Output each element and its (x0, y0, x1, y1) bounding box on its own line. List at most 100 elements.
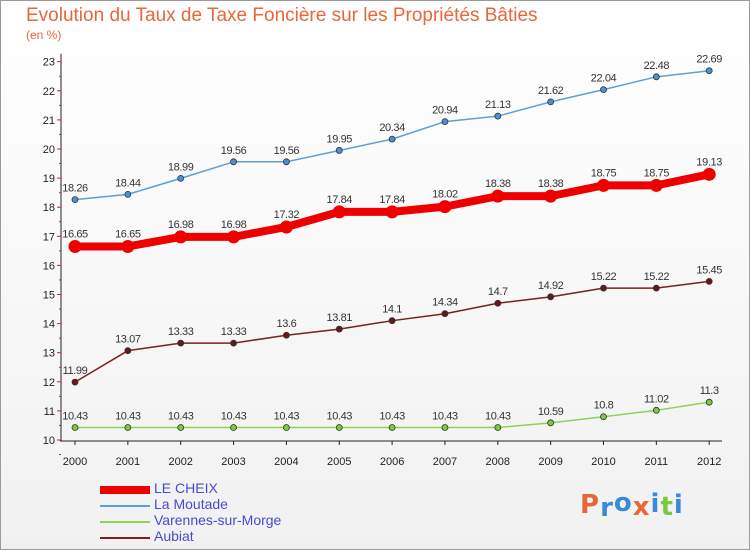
data-point (279, 220, 293, 234)
logo-letter: x (632, 492, 651, 522)
data-label: 10.43 (326, 410, 352, 422)
logo-letter: i (673, 490, 684, 520)
data-label: 10.43 (168, 410, 194, 422)
data-point (335, 147, 343, 154)
y-tick-label: 11 (44, 406, 55, 418)
data-label: 11.99 (63, 365, 88, 377)
data-point (230, 339, 237, 347)
data-label: 17.32 (274, 209, 300, 221)
data-point (385, 205, 399, 219)
data-label: 18.75 (591, 167, 617, 179)
data-point (174, 230, 188, 244)
data-label: 22.48 (644, 60, 670, 72)
data-point (230, 158, 237, 166)
data-label: 16.98 (168, 219, 194, 231)
data-label: 19.56 (221, 145, 247, 157)
data-point (702, 167, 716, 181)
x-tick-label: 2012 (697, 456, 721, 468)
data-label: 22.69 (696, 54, 722, 66)
logo-letter: P (580, 490, 601, 520)
legend-label: La Moutade (154, 496, 228, 512)
x-tick-label: 2010 (591, 456, 615, 468)
data-label: 10.43 (485, 410, 511, 422)
x-tick-label: 2004 (274, 456, 298, 468)
x-tick-label: 2008 (486, 456, 510, 468)
chart-unit-label: (en %) (26, 28, 62, 42)
data-point (388, 424, 396, 431)
data-point (335, 424, 343, 431)
data-label: 18.26 (62, 183, 88, 195)
data-label: 15.45 (696, 264, 722, 276)
data-label: 17.84 (379, 194, 405, 206)
data-point (705, 67, 713, 75)
data-point (124, 190, 132, 198)
y-tick-label: 17 (43, 231, 55, 243)
x-tick-label: 2001 (116, 456, 140, 468)
data-label: 14.1 (382, 304, 402, 316)
x-tick-label: 2002 (168, 456, 192, 468)
logo-letter: r (600, 493, 614, 523)
y-tick-label: 18 (43, 202, 55, 214)
x-tick-label: 2011 (645, 456, 669, 468)
data-label: 13.33 (168, 326, 194, 338)
x-tick-label: 2000 (63, 456, 87, 468)
data-label: 18.38 (538, 178, 564, 190)
chart-title: Evolution du Taux de Taxe Foncière sur l… (26, 5, 538, 26)
data-label: 13.33 (221, 326, 247, 338)
data-point (121, 239, 135, 253)
data-label: 18.75 (644, 167, 670, 179)
legend-swatch (100, 537, 150, 539)
data-label: 18.44 (115, 177, 141, 189)
data-label: 19.56 (274, 145, 300, 157)
data-label: 10.43 (379, 410, 405, 422)
data-label: 16.65 (115, 228, 141, 240)
data-label: 10.43 (432, 410, 458, 422)
series-line (74, 69, 710, 201)
data-point (652, 284, 660, 292)
logo-letter: t (660, 492, 674, 522)
data-point (441, 118, 449, 126)
data-label: 14.34 (432, 297, 458, 309)
data-point (600, 284, 607, 292)
data-point (600, 413, 607, 421)
y-tick-label: 14 (43, 319, 55, 331)
data-point (547, 98, 555, 106)
data-point (494, 299, 502, 307)
logo-letter: o (613, 488, 633, 518)
y-tick-label: 21 (43, 115, 55, 127)
y-tick-label: 13 (43, 348, 55, 360)
data-point (652, 406, 660, 414)
y-tick-label: 20 (43, 144, 55, 156)
data-point (335, 325, 343, 333)
data-point (705, 278, 713, 285)
data-label: 17.84 (326, 194, 352, 206)
data-label: 21.62 (538, 85, 564, 97)
data-label: 10.43 (221, 410, 247, 422)
data-point (438, 200, 452, 214)
y-tick-label: 12 (43, 377, 55, 389)
data-point (491, 189, 505, 203)
legend-swatch (100, 505, 150, 507)
data-point (441, 310, 449, 318)
line-chart: 10 11 12 13 14 15 16 17 18 19 20 21 22 23 2000 2001 2002… (43, 53, 723, 468)
data-point (544, 189, 558, 203)
y-tick-label: 19 (43, 173, 55, 185)
data-label: 16.65 (62, 228, 88, 240)
legend-swatch (100, 521, 150, 523)
data-point (124, 424, 132, 431)
data-point (68, 239, 82, 253)
proxiti-logo: Proxiti (580, 488, 684, 523)
x-tick-label: 2007 (433, 456, 457, 468)
data-label: 15.22 (591, 271, 617, 283)
data-point (124, 347, 132, 355)
data-point (441, 424, 449, 431)
data-point (71, 424, 79, 431)
data-label: 13.07 (115, 334, 141, 346)
data-point (547, 293, 555, 301)
legend-label: Varennes-sur-Morge (154, 512, 282, 528)
data-label: 11.3 (700, 385, 719, 397)
data-point (177, 174, 185, 182)
legend-label: LE CHEIX (154, 480, 218, 496)
data-point (705, 398, 713, 406)
